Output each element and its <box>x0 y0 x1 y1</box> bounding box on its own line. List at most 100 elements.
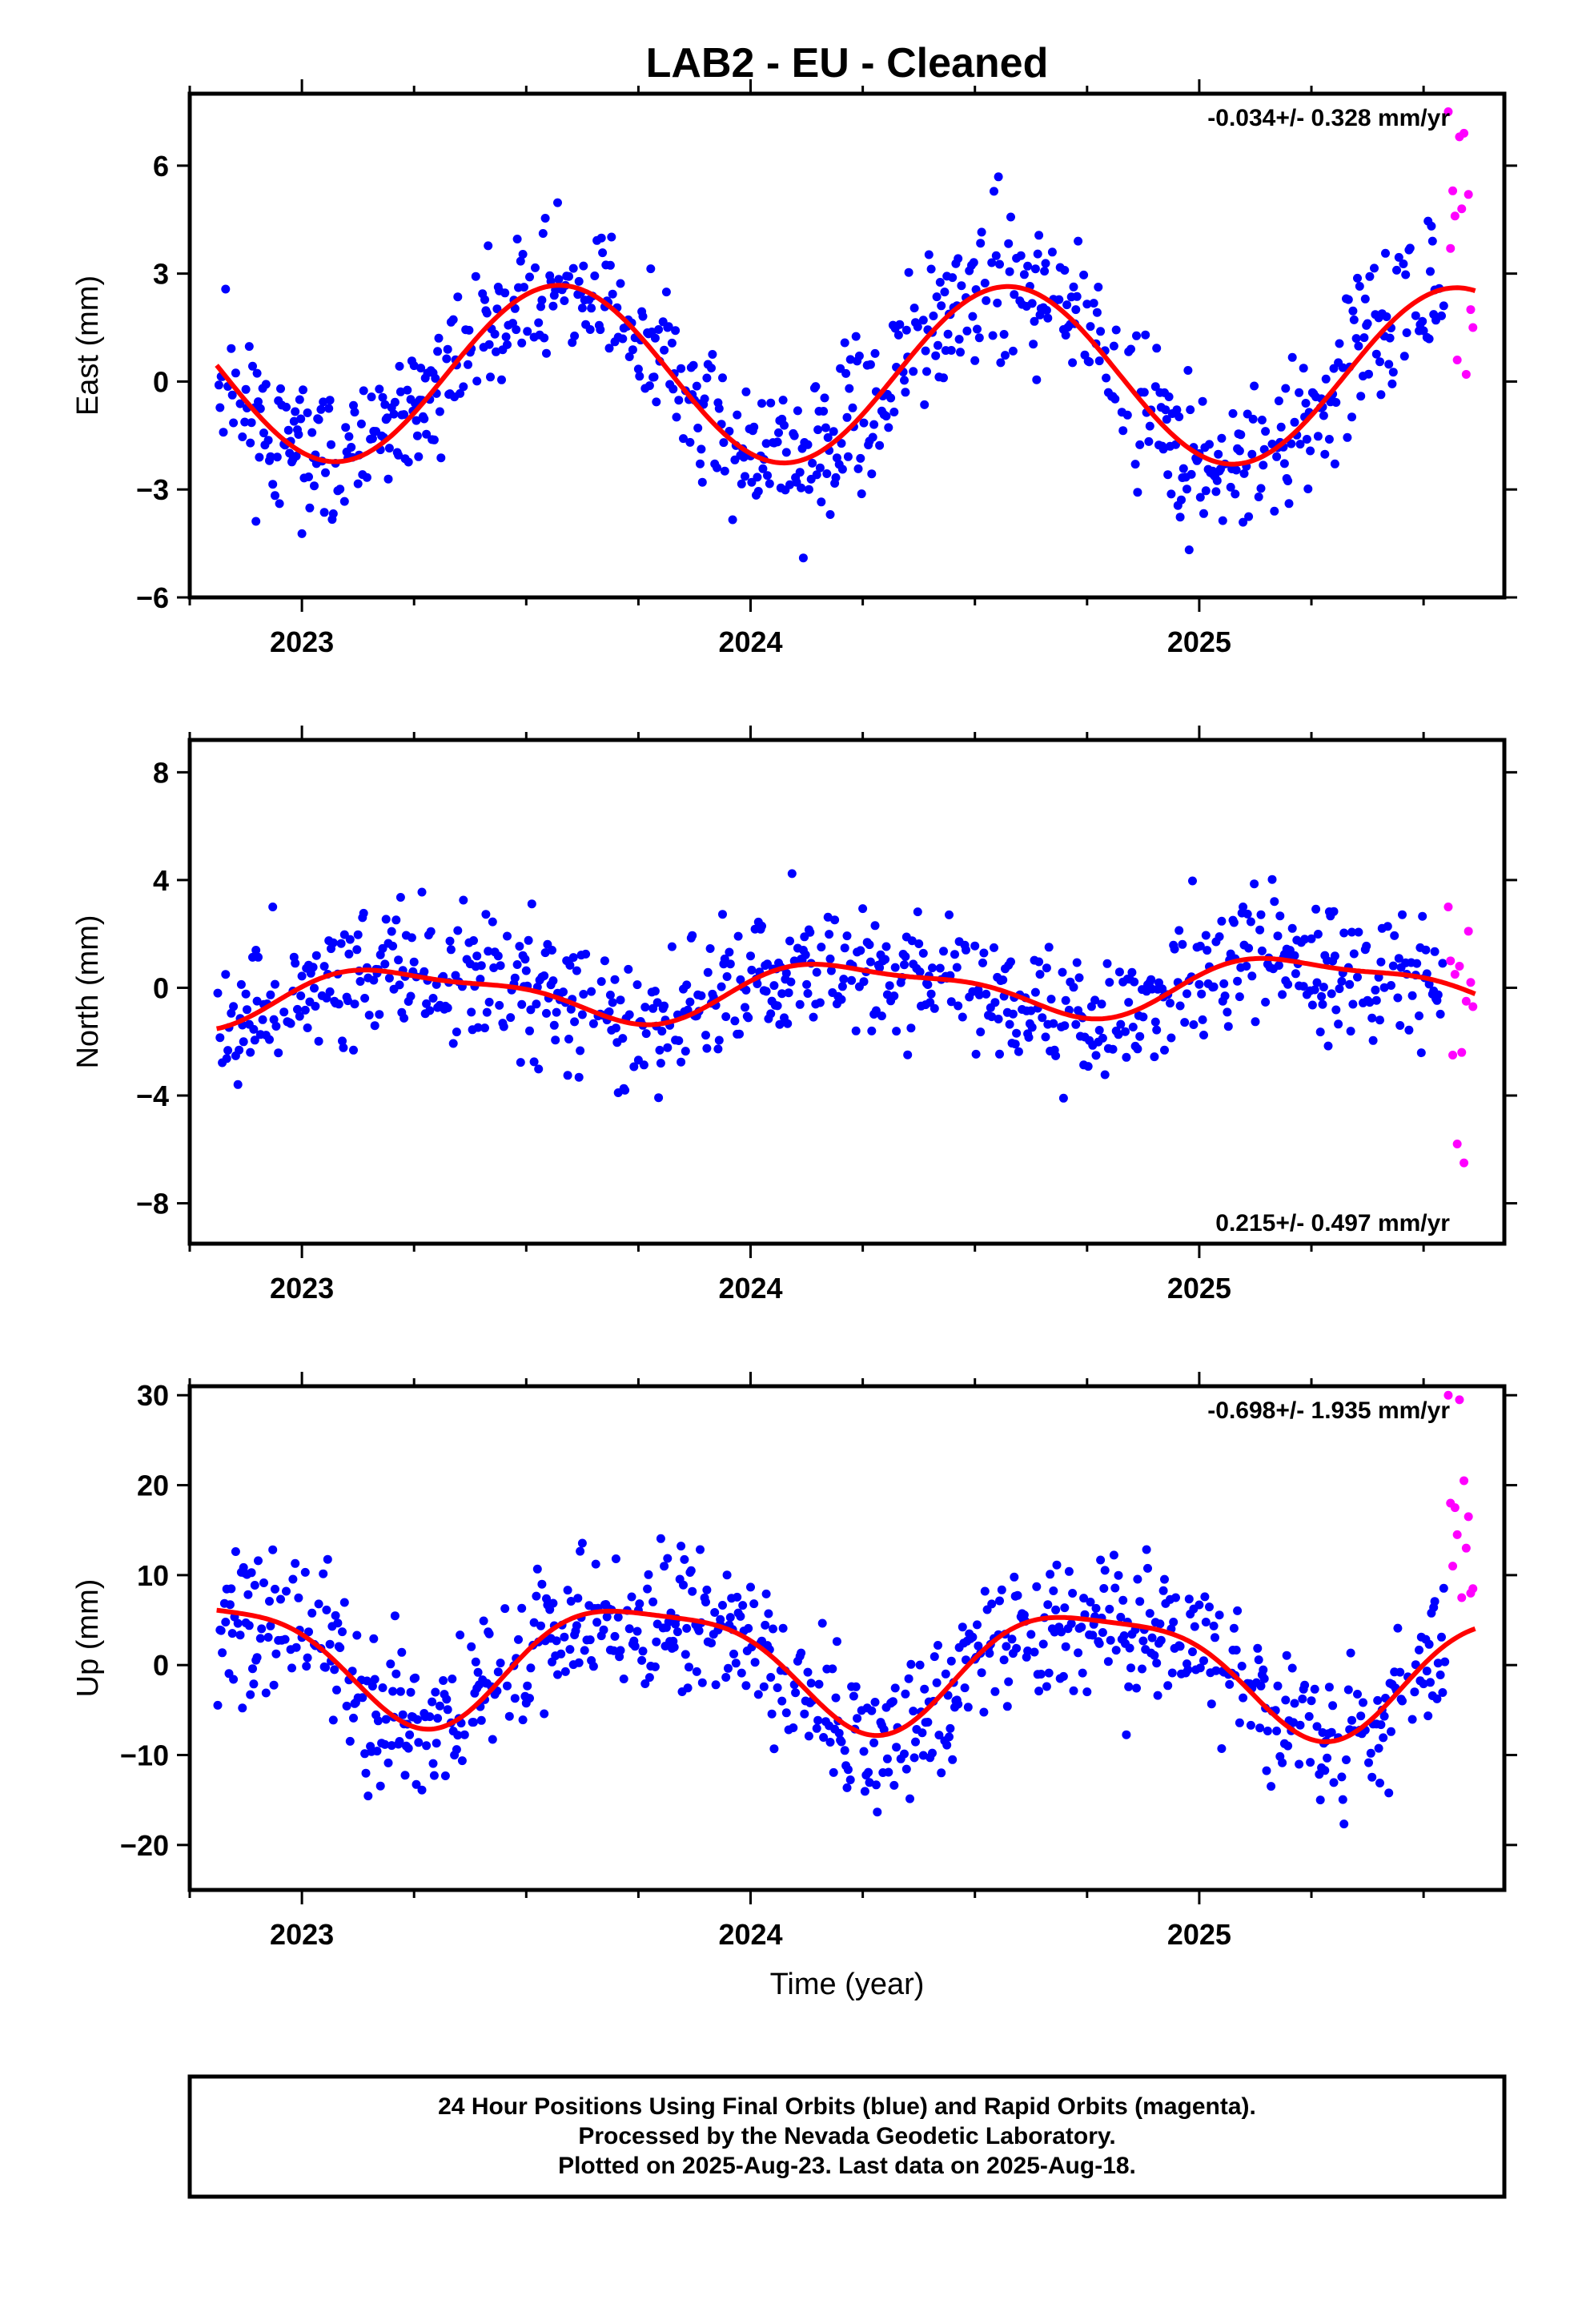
data-point <box>1058 1093 1068 1103</box>
data-point <box>1427 236 1437 246</box>
data-point <box>238 1703 247 1713</box>
data-point <box>514 1634 523 1644</box>
data-point <box>889 1780 899 1790</box>
data-point <box>1311 904 1321 914</box>
data-point <box>632 980 642 990</box>
data-point <box>825 954 835 963</box>
data-point <box>1171 1593 1180 1602</box>
data-point <box>685 437 695 447</box>
data-point <box>587 987 596 996</box>
data-point <box>398 1710 408 1719</box>
data-point <box>990 998 1000 1007</box>
data-point <box>1324 435 1334 444</box>
data-point <box>669 1642 679 1652</box>
data-point <box>1109 341 1118 351</box>
data-point <box>501 332 511 342</box>
data-point <box>1133 1044 1142 1054</box>
x-tick-label: 2023 <box>270 1918 334 1951</box>
data-point <box>518 250 528 259</box>
data-point <box>840 338 849 348</box>
data-point <box>1349 949 1359 959</box>
rapid-orbit-points <box>1443 903 1478 1168</box>
data-point <box>721 1012 731 1021</box>
data-point <box>1188 876 1197 886</box>
data-point <box>735 1029 744 1039</box>
data-point <box>934 340 942 350</box>
data-point <box>259 428 268 438</box>
data-point <box>1384 1788 1394 1798</box>
data-point <box>531 263 540 272</box>
data-point <box>980 1586 990 1596</box>
data-point <box>958 1012 967 1022</box>
data-point <box>1438 1688 1447 1697</box>
data-point <box>538 229 548 238</box>
rapid-data-point <box>1443 1390 1453 1400</box>
data-point <box>296 414 306 424</box>
data-point <box>1373 1695 1383 1705</box>
data-point <box>576 1046 585 1055</box>
model-fit-line <box>215 283 1476 467</box>
data-point <box>297 971 307 981</box>
data-point <box>1062 300 1072 310</box>
data-point <box>736 975 745 984</box>
data-point <box>362 472 371 482</box>
data-point <box>1354 927 1363 937</box>
data-point <box>1404 1025 1414 1035</box>
data-point <box>987 1599 997 1609</box>
data-point <box>1160 1574 1169 1584</box>
data-point <box>233 1080 243 1089</box>
data-point <box>915 1660 925 1670</box>
data-point <box>250 1035 259 1045</box>
data-point <box>321 468 330 477</box>
data-point <box>453 292 463 302</box>
data-point <box>1329 1778 1339 1787</box>
data-point <box>1419 1679 1428 1689</box>
data-point <box>1246 1720 1255 1730</box>
y-tick-label: 0 <box>153 365 169 398</box>
data-point <box>663 1554 673 1563</box>
data-point <box>344 432 354 441</box>
data-point <box>710 1608 720 1617</box>
data-point <box>282 1586 291 1596</box>
data-point <box>308 963 318 972</box>
data-point <box>1069 983 1078 992</box>
data-point <box>1086 322 1095 332</box>
data-point <box>610 1631 620 1641</box>
data-point <box>295 395 304 404</box>
data-point <box>332 1685 341 1695</box>
data-point <box>473 1667 483 1677</box>
data-point <box>650 1662 660 1671</box>
y-tick-label: 4 <box>153 864 169 897</box>
data-point <box>885 981 894 991</box>
data-point <box>1170 944 1179 954</box>
data-point <box>674 1036 684 1045</box>
data-point <box>227 344 236 353</box>
data-point <box>837 464 847 474</box>
data-point <box>1310 985 1319 995</box>
data-point <box>434 333 444 343</box>
data-point <box>1343 432 1352 442</box>
data-point <box>696 459 705 468</box>
data-point <box>1231 1646 1241 1655</box>
data-point <box>987 1012 997 1022</box>
data-point <box>422 1741 432 1751</box>
data-point <box>1106 1635 1115 1645</box>
data-point <box>990 943 998 952</box>
data-point <box>650 333 660 343</box>
data-point <box>652 397 661 407</box>
data-point <box>803 440 813 449</box>
rapid-data-point <box>1443 903 1453 912</box>
data-point <box>215 1033 225 1043</box>
data-point <box>303 1653 312 1663</box>
data-point <box>616 995 625 1005</box>
data-point <box>1388 961 1398 971</box>
data-point <box>1079 1594 1089 1603</box>
data-point <box>781 968 791 978</box>
data-point <box>222 1054 231 1063</box>
data-point <box>1085 357 1094 367</box>
data-point <box>1233 976 1243 986</box>
data-point <box>777 989 787 999</box>
data-point <box>843 1765 853 1775</box>
data-point <box>484 947 493 956</box>
data-point <box>1387 1727 1395 1736</box>
